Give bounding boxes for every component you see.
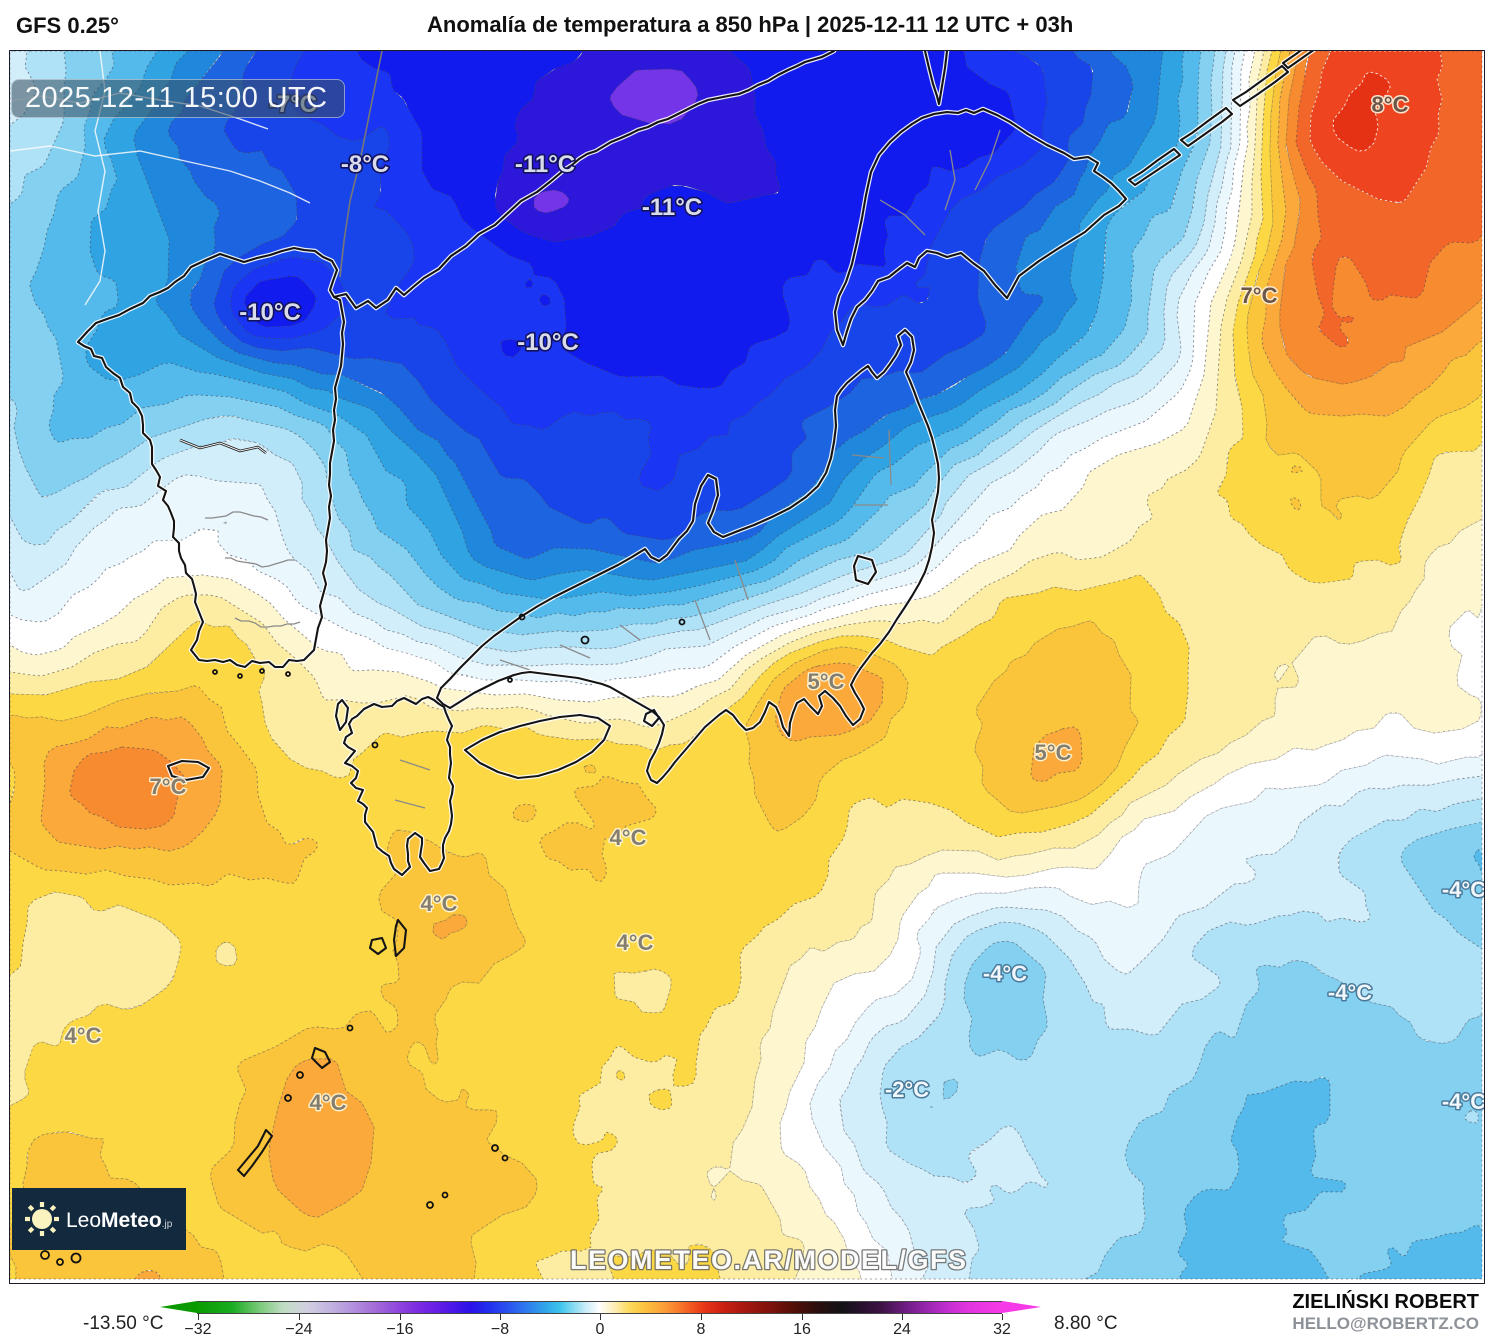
svg-text:4°C: 4°C [610, 825, 647, 850]
svg-text:4°C: 4°C [65, 1023, 102, 1048]
svg-text:LEOMETEO.AR/MODEL/GFS: LEOMETEO.AR/MODEL/GFS [570, 1245, 968, 1275]
svg-text:7°C: 7°C [150, 774, 187, 799]
svg-text:-4°C: -4°C [1328, 980, 1372, 1005]
svg-text:-4°C: -4°C [1442, 1089, 1484, 1114]
svg-text:LeoMeteo.jp: LeoMeteo.jp [66, 1209, 173, 1232]
svg-text:-4°C: -4°C [1442, 877, 1484, 902]
svg-text:4°C: 4°C [421, 891, 458, 916]
svg-text:-2°C: -2°C [885, 1077, 929, 1102]
svg-text:-11°C: -11°C [642, 194, 702, 221]
svg-text:-4°C: -4°C [983, 961, 1027, 986]
svg-text:7°C: 7°C [1241, 283, 1278, 308]
svg-text:-11°C: -11°C [515, 151, 575, 178]
svg-text:5°C: 5°C [808, 669, 845, 694]
svg-text:8°C: 8°C [1372, 92, 1409, 117]
svg-text:-10°C: -10°C [239, 299, 301, 326]
svg-text:-10°C: -10°C [517, 329, 579, 356]
svg-text:5°C: 5°C [1035, 740, 1072, 765]
svg-text:-8°C: -8°C [341, 151, 389, 178]
svg-text:4°C: 4°C [310, 1090, 347, 1115]
svg-text:4°C: 4°C [617, 930, 654, 955]
